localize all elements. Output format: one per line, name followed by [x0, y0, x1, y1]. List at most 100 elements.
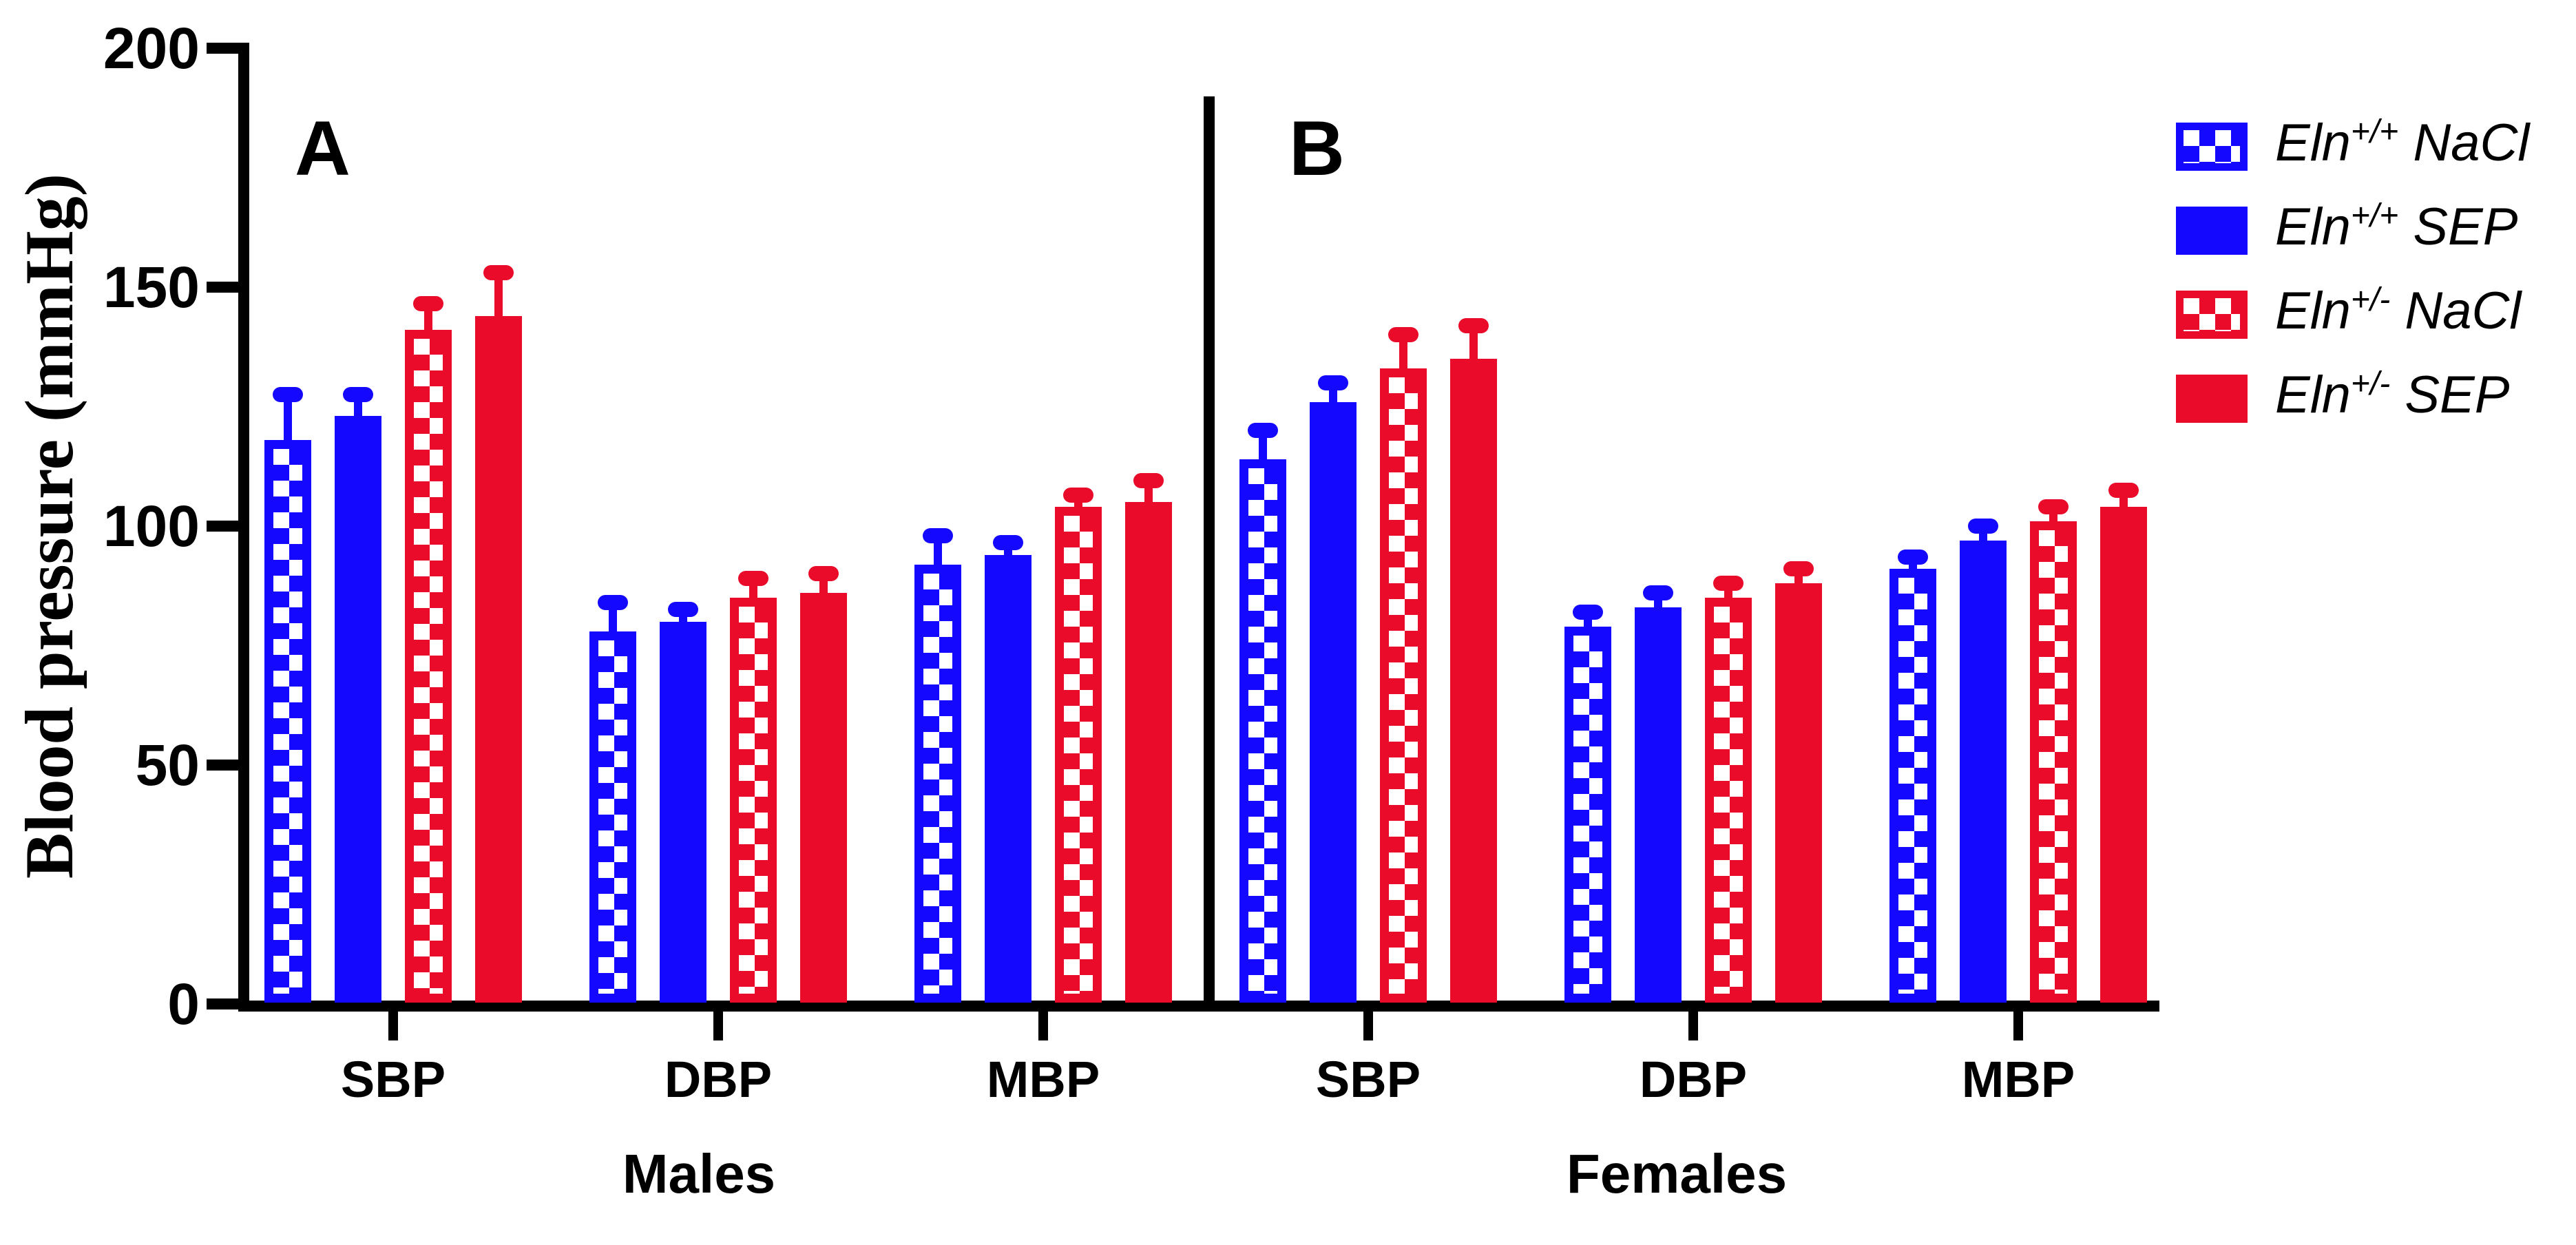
x-tick-Females-MBP — [2013, 1012, 2023, 1040]
bar-Males-MBP-Eln+/- SEP — [1125, 502, 1172, 1003]
legend-treatment: SEP — [2398, 198, 2518, 256]
errorbar-cap-Males-DBP-Eln+/- SEP — [808, 566, 839, 581]
bar-Females-DBP-Eln+/+ NaCl — [1564, 627, 1611, 1003]
x-tick-Males-DBP — [713, 1012, 723, 1040]
y-tick-50 — [207, 760, 245, 771]
bar-Males-DBP-Eln+/+ SEP — [660, 622, 706, 1003]
group-label-Males-MBP: MBP — [986, 1051, 1100, 1108]
errorbar-cap-Males-SBP-Eln+/- NaCl — [413, 296, 443, 311]
y-tick-label-100: 100 — [103, 494, 200, 558]
legend-swatch-Eln+/+ NaCl — [2176, 123, 2248, 171]
x-tick-Males-SBP — [388, 1012, 398, 1040]
sex-label-females: Females — [1566, 1143, 1788, 1204]
errorbar-cap-Males-DBP-Eln+/+ SEP — [668, 602, 698, 617]
bar-Males-MBP-Eln+/+ SEP — [985, 555, 1032, 1003]
legend-label-Eln+/+ NaCl: Eln+/+ NaCl — [2275, 114, 2530, 178]
errorbar-cap-Females-SBP-Eln+/- NaCl — [1388, 327, 1418, 342]
errorbar-stem-Males-SBP-Eln+/+ NaCl — [284, 395, 292, 446]
bar-Males-DBP-Eln+/+ NaCl — [589, 631, 636, 1003]
errorbar-cap-Females-SBP-Eln+/- SEP — [1458, 318, 1489, 333]
group-label-Females-SBP: SBP — [1315, 1051, 1421, 1108]
y-tick-100 — [207, 521, 245, 532]
bar-Females-SBP-Eln+/- NaCl — [1380, 368, 1427, 1003]
errorbar-cap-Males-SBP-Eln+/+ SEP — [343, 387, 373, 402]
bar-Males-SBP-Eln+/- SEP — [475, 316, 522, 1003]
bar-Males-SBP-Eln+/+ SEP — [335, 416, 381, 1003]
panel-letter-a: A — [295, 105, 350, 191]
legend-treatment: NaCl — [2398, 114, 2530, 172]
y-tick-label-50: 50 — [135, 733, 200, 797]
bar-Males-DBP-Eln+/- SEP — [800, 593, 847, 1003]
errorbar-cap-Males-DBP-Eln+/- NaCl — [738, 571, 768, 586]
errorbar-stem-Males-MBP-Eln+/+ NaCl — [934, 536, 942, 570]
legend-gene: Eln — [2275, 366, 2351, 424]
group-label-Females-DBP: DBP — [1639, 1051, 1748, 1108]
errorbar-cap-Females-MBP-Eln+/- NaCl — [2038, 499, 2069, 514]
y-tick-label-200: 200 — [103, 16, 200, 81]
sex-label-males: Males — [622, 1143, 776, 1204]
bar-Females-DBP-Eln+/- NaCl — [1705, 598, 1752, 1003]
bar-Females-MBP-Eln+/+ NaCl — [1889, 569, 1936, 1003]
errorbar-cap-Males-MBP-Eln+/- SEP — [1133, 473, 1164, 488]
legend-item-Eln+/- NaCl: Eln+/- NaCl — [2176, 282, 2522, 346]
panel-letter-b: B — [1289, 105, 1345, 191]
errorbar-cap-Males-SBP-Eln+/+ NaCl — [273, 387, 303, 402]
errorbar-cap-Females-DBP-Eln+/- NaCl — [1713, 576, 1743, 591]
errorbar-cap-Males-MBP-Eln+/- NaCl — [1063, 488, 1093, 503]
errorbar-cap-Males-MBP-Eln+/+ NaCl — [923, 528, 953, 543]
errorbar-cap-Females-SBP-Eln+/+ NaCl — [1248, 423, 1278, 438]
errorbar-cap-Males-SBP-Eln+/- SEP — [483, 265, 514, 280]
group-label-Females-MBP: MBP — [1961, 1051, 2075, 1108]
legend-treatment: NaCl — [2390, 282, 2522, 340]
errorbar-cap-Females-DBP-Eln+/+ NaCl — [1573, 605, 1603, 620]
errorbar-stem-Males-SBP-Eln+/- NaCl — [424, 304, 432, 335]
errorbar-cap-Females-SBP-Eln+/+ SEP — [1318, 375, 1348, 390]
legend-swatch-Eln+/- SEP — [2176, 375, 2248, 423]
group-label-Males-DBP: DBP — [664, 1051, 773, 1108]
bar-Females-SBP-Eln+/+ NaCl — [1239, 459, 1286, 1003]
bar-Males-MBP-Eln+/+ NaCl — [914, 565, 961, 1003]
x-tick-Females-DBP — [1688, 1012, 1698, 1040]
errorbar-cap-Females-MBP-Eln+/+ SEP — [1968, 519, 1998, 534]
legend-genotype-sup: +/- — [2350, 366, 2391, 402]
errorbar-stem-Females-SBP-Eln+/- NaCl — [1399, 335, 1407, 374]
y-tick-0 — [207, 998, 245, 1009]
legend-genotype-sup: +/+ — [2350, 198, 2399, 234]
legend-item-Eln+/+ NaCl: Eln+/+ NaCl — [2176, 114, 2530, 178]
legend-label-Eln+/+ SEP: Eln+/+ SEP — [2275, 198, 2518, 262]
bar-Males-SBP-Eln+/+ NaCl — [264, 440, 311, 1003]
bar-Females-MBP-Eln+/- SEP — [2100, 507, 2147, 1003]
legend-item-Eln+/- SEP: Eln+/- SEP — [2176, 366, 2510, 430]
legend-treatment: SEP — [2390, 366, 2510, 424]
legend-genotype-sup: +/+ — [2350, 114, 2399, 150]
errorbar-cap-Females-DBP-Eln+/- SEP — [1783, 561, 1814, 576]
x-tick-Females-SBP — [1363, 1012, 1373, 1040]
panel-divider-line — [1204, 96, 1215, 1001]
errorbar-stem-Males-SBP-Eln+/- SEP — [494, 273, 503, 322]
bar-Females-SBP-Eln+/+ SEP — [1310, 402, 1357, 1003]
legend-item-Eln+/+ SEP: Eln+/+ SEP — [2176, 198, 2518, 262]
bar-Females-MBP-Eln+/- NaCl — [2030, 521, 2077, 1003]
errorbar-cap-Females-MBP-Eln+/+ NaCl — [1898, 550, 1928, 565]
bar-Males-SBP-Eln+/- NaCl — [405, 330, 452, 1003]
legend-label-Eln+/- NaCl: Eln+/- NaCl — [2275, 282, 2522, 346]
bar-Males-DBP-Eln+/- NaCl — [730, 598, 777, 1003]
y-tick-200 — [207, 43, 245, 54]
errorbar-cap-Females-MBP-Eln+/- SEP — [2108, 483, 2139, 498]
legend-label-Eln+/- SEP: Eln+/- SEP — [2275, 366, 2510, 430]
errorbar-stem-Females-SBP-Eln+/+ NaCl — [1259, 430, 1267, 465]
errorbar-cap-Males-DBP-Eln+/+ NaCl — [598, 595, 628, 610]
legend-swatch-Eln+/- NaCl — [2176, 291, 2248, 339]
x-tick-Males-MBP — [1038, 1012, 1048, 1040]
y-tick-150 — [207, 282, 245, 293]
y-tick-label-150: 150 — [103, 255, 200, 320]
bar-Females-DBP-Eln+/+ SEP — [1635, 607, 1682, 1003]
bar-Females-MBP-Eln+/+ SEP — [1960, 541, 2007, 1003]
legend-genotype-sup: +/- — [2350, 282, 2391, 318]
legend-gene: Eln — [2275, 114, 2351, 172]
errorbar-cap-Females-DBP-Eln+/+ SEP — [1643, 585, 1673, 600]
y-tick-label-0: 0 — [167, 972, 200, 1036]
x-axis-line — [238, 1001, 2159, 1012]
errorbar-cap-Males-MBP-Eln+/+ SEP — [993, 535, 1023, 550]
